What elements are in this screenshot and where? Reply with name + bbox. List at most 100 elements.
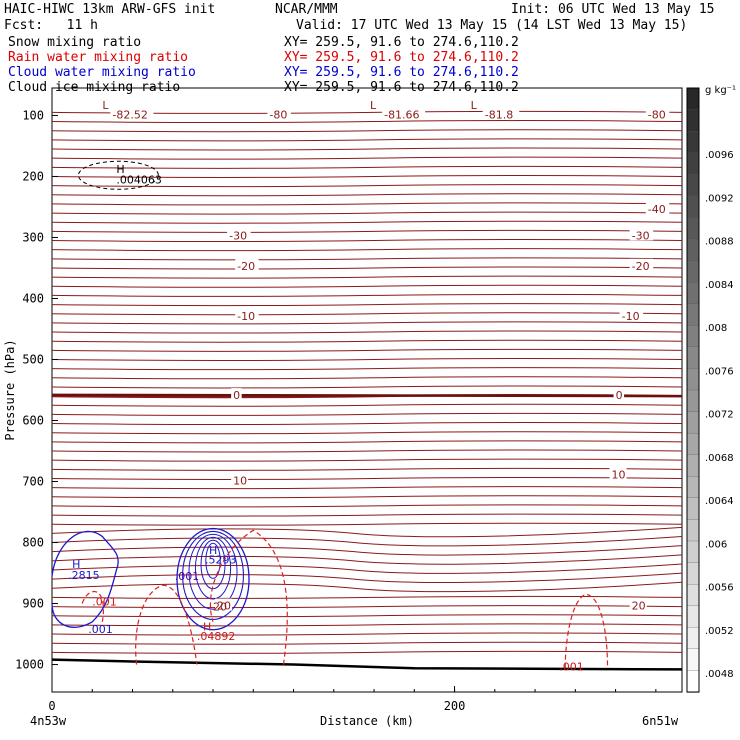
isotherm-line	[51, 504, 683, 508]
colorbar-segment	[686, 109, 700, 132]
terrain-line-path	[51, 658, 683, 671]
colorbar-segment	[686, 217, 700, 240]
colorbar: .0096 .0092 .0088 .0084 .008 .0076 .0072 .0068.…	[686, 87, 734, 693]
isotherm-line	[51, 614, 683, 618]
contour-label: -10	[622, 310, 640, 323]
isotherm-line	[51, 110, 683, 114]
isotherm-line	[51, 554, 683, 565]
cloud-water-contour-center	[194, 536, 232, 600]
cloud-water-contour-center	[176, 527, 250, 631]
colorbar-label: .0064	[705, 496, 734, 507]
colorbar-segment	[686, 432, 700, 456]
contour-label: 20	[632, 600, 646, 613]
isotherm-line	[51, 202, 683, 206]
contour-label: -80	[269, 108, 287, 121]
contour-label-bg	[267, 107, 291, 120]
field-name-cloud-water: Cloud water mixing ratio	[8, 65, 196, 80]
isotherm-line	[51, 330, 683, 334]
annotation-label: .001	[88, 623, 113, 636]
contour-label: -81.8	[485, 108, 513, 121]
colorbar-segment	[686, 497, 700, 521]
contour-label-bg	[629, 228, 654, 241]
left-end-label: 4n53w	[30, 714, 67, 728]
isotherm-line	[51, 174, 683, 178]
model-title: HAIC-HIWC 13km ARW-GFS init	[4, 2, 216, 17]
contour-label-bg	[613, 388, 625, 401]
contour-label: -40	[648, 203, 666, 216]
isotherm-line	[51, 229, 683, 233]
isotherm-line	[51, 385, 683, 389]
contour-label: -80	[648, 108, 666, 121]
isotherm-line	[51, 545, 683, 556]
fcst-label: Fcst: 11 h	[4, 18, 98, 33]
colorbar-segment	[686, 476, 700, 499]
contour-label-bg	[645, 202, 670, 215]
isotherm-line	[51, 284, 683, 288]
colorbar-label: .0052	[705, 626, 734, 637]
isotherm-line	[51, 486, 683, 490]
annotation-label: H	[203, 621, 211, 634]
isotherm-line	[51, 513, 683, 517]
isotherm-line	[51, 156, 683, 160]
isotherm-line	[51, 248, 683, 252]
contour-label-bg	[629, 258, 654, 271]
colorbar-label: .0092	[705, 193, 734, 204]
plot-frame	[51, 87, 683, 693]
y-tick-label: 800	[22, 536, 44, 550]
colorbar-segment	[686, 540, 700, 564]
annotation-label: L	[370, 99, 377, 112]
isotherm-line	[51, 211, 683, 215]
contour-label-bg	[227, 228, 251, 241]
contour-label: -82.52	[112, 108, 147, 121]
isotherm-line	[51, 266, 683, 270]
snow-contour	[77, 160, 159, 190]
isotherm-line	[51, 129, 683, 133]
y-tick-label: 100	[22, 108, 44, 122]
contour-label: 10	[612, 468, 626, 481]
annotation-label: .5293	[205, 554, 237, 567]
colorbar-segment	[686, 195, 700, 219]
y-axis-label: Pressure (hPa)	[3, 339, 17, 440]
colorbar-label: .008	[705, 323, 727, 334]
annotation-label: L	[471, 99, 478, 112]
colorbar-segment	[686, 648, 700, 672]
colorbar-segment	[686, 260, 700, 283]
y-tick-label: 500	[22, 352, 44, 366]
isotherm-line	[51, 165, 683, 169]
contour-label: 0	[233, 389, 240, 402]
y-tick-label: 1000	[15, 658, 44, 672]
field-name-rain: Rain water mixing ratio	[8, 50, 189, 65]
isotherm-line	[51, 449, 683, 453]
colorbar-segment	[686, 346, 700, 370]
contour-label-bg	[235, 258, 259, 271]
contour-label-bg	[645, 107, 670, 120]
y-tick-label: 900	[22, 597, 44, 611]
center-label: NCAR/MMM	[275, 2, 338, 17]
isotherm-line	[51, 220, 683, 224]
x-tick-label: 0	[48, 699, 55, 713]
isotherm-line	[51, 239, 683, 243]
isotherm-line	[51, 138, 683, 142]
y-tick-label: 700	[22, 475, 44, 489]
isotherm-line	[51, 467, 683, 471]
annotation-label: .04892	[197, 630, 236, 643]
y-tick-label: 600	[22, 414, 44, 428]
isotherm-line	[51, 412, 683, 416]
rain-contour	[209, 529, 288, 665]
isotherm-line	[51, 623, 683, 627]
colorbar-segment	[686, 130, 700, 154]
contour-label-bg	[231, 388, 242, 401]
isotherm-line	[51, 522, 683, 526]
colorbar-label: .0056	[705, 583, 734, 594]
isotherm-line	[51, 526, 683, 538]
isotherm-line	[51, 184, 683, 188]
colorbar-segment	[686, 627, 700, 650]
annotation-label: .001	[559, 660, 584, 673]
annotation-label: L	[102, 99, 109, 112]
isotherm-line	[51, 357, 683, 361]
contour-label-bg	[231, 473, 249, 486]
isotherm-line	[51, 422, 683, 426]
colorbar-label: .0048	[705, 669, 734, 680]
contour-label: 10	[233, 475, 247, 488]
colorbar-segment	[686, 174, 700, 197]
